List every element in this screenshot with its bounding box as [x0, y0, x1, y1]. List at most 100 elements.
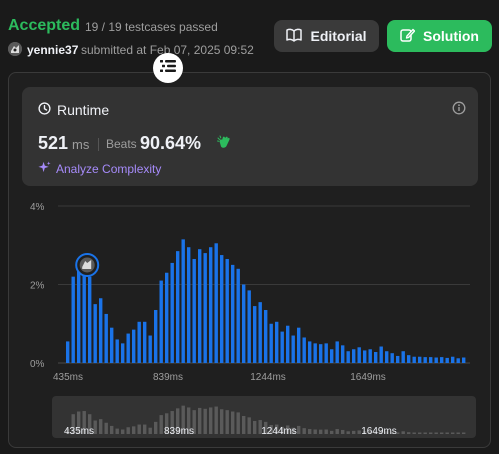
distribution-bar[interactable] [335, 341, 339, 363]
overview-bar [341, 429, 345, 434]
distribution-bar[interactable] [110, 327, 114, 363]
clap-icon [216, 134, 232, 155]
distribution-bar[interactable] [390, 353, 394, 363]
distribution-bar[interactable] [385, 351, 389, 363]
overview-bar [77, 411, 81, 434]
distribution-bar[interactable] [148, 335, 152, 363]
overview-bar [104, 422, 108, 434]
distribution-bar[interactable] [187, 247, 191, 363]
distribution-bar[interactable] [220, 255, 224, 363]
distribution-bar[interactable] [357, 347, 361, 363]
distribution-bar[interactable] [269, 323, 273, 363]
distribution-bar[interactable] [214, 243, 218, 363]
avatar[interactable] [8, 42, 22, 56]
overview-bar [352, 430, 356, 434]
distribution-bar[interactable] [324, 343, 328, 363]
distribution-bar[interactable] [115, 339, 119, 363]
solution-label: Solution [423, 28, 479, 44]
distribution-bar[interactable] [159, 280, 163, 363]
distribution-bar[interactable] [445, 357, 449, 363]
distribution-bar[interactable] [423, 357, 427, 363]
overview-bar [324, 429, 328, 434]
distribution-bar[interactable] [82, 262, 86, 363]
overview-bar [126, 427, 130, 434]
overview-bar [253, 420, 257, 434]
distribution-bar[interactable] [137, 321, 141, 363]
overview-bar [187, 407, 191, 434]
distribution-bar[interactable] [462, 357, 466, 363]
distribution-bar[interactable] [341, 345, 345, 363]
distribution-bar[interactable] [104, 313, 108, 363]
distribution-bar[interactable] [225, 258, 229, 363]
distribution-bar[interactable] [302, 337, 306, 363]
runtime-card[interactable]: Runtime 521 ms Beats 90.64% [22, 87, 478, 186]
distribution-bar[interactable] [203, 253, 207, 363]
distribution-bar[interactable] [99, 298, 103, 363]
info-icon[interactable] [452, 101, 466, 120]
distribution-bar[interactable] [346, 351, 350, 363]
range-overview[interactable] [52, 396, 476, 438]
distribution-bar[interactable] [132, 329, 136, 363]
distribution-bar[interactable] [451, 356, 455, 363]
overview-bar [434, 432, 438, 434]
distribution-bar[interactable] [154, 310, 158, 363]
distribution-bar[interactable] [121, 343, 125, 363]
distribution-bar[interactable] [198, 249, 202, 363]
distribution-bar[interactable] [165, 272, 169, 363]
distribution-bar[interactable] [407, 355, 411, 363]
distribution-bar[interactable] [363, 350, 367, 363]
distribution-bar[interactable] [429, 357, 433, 363]
distribution-bar[interactable] [456, 358, 460, 363]
distribution-bar[interactable] [434, 357, 438, 363]
distribution-bar[interactable] [379, 346, 383, 363]
overview-tick-label: 435ms [64, 426, 94, 437]
distribution-bar[interactable] [291, 335, 295, 363]
distribution-bar[interactable] [192, 258, 196, 363]
distribution-bar[interactable] [71, 276, 75, 363]
distribution-bar[interactable] [330, 349, 334, 363]
distribution-bar[interactable] [77, 264, 81, 363]
distribution-bar[interactable] [66, 341, 70, 363]
distribution-bar[interactable] [275, 321, 279, 363]
distribution-bar[interactable] [258, 302, 262, 363]
overview-bar [357, 430, 361, 434]
distribution-bar[interactable] [286, 325, 290, 363]
distribution-bar[interactable] [126, 333, 130, 363]
solution-button[interactable]: Solution [387, 20, 492, 52]
distribution-bar[interactable] [181, 239, 185, 363]
distribution-bar[interactable] [264, 310, 268, 363]
outline-toggle-button[interactable] [153, 53, 183, 83]
distribution-bar[interactable] [231, 264, 235, 363]
distribution-bar[interactable] [170, 262, 174, 363]
distribution-bar[interactable] [247, 290, 251, 363]
distribution-bar[interactable] [93, 304, 97, 363]
distribution-bar[interactable] [88, 276, 92, 363]
overview-bar [110, 425, 114, 434]
distribution-bar[interactable] [396, 355, 400, 363]
distribution-bar[interactable] [176, 251, 180, 363]
distribution-bar[interactable] [308, 341, 312, 363]
distribution-bar[interactable] [368, 349, 372, 363]
distribution-bar[interactable] [352, 349, 356, 363]
distribution-bar[interactable] [440, 357, 444, 363]
distribution-bar[interactable] [280, 331, 284, 363]
overview-bar [247, 417, 251, 434]
username-link[interactable]: yennie37 [27, 43, 79, 57]
distribution-bar[interactable] [374, 352, 378, 363]
overview-bar [462, 432, 466, 434]
distribution-bar[interactable] [143, 321, 147, 363]
distribution-bar[interactable] [209, 247, 213, 363]
distribution-bar[interactable] [297, 327, 301, 363]
distribution-bar[interactable] [412, 356, 416, 363]
analyze-complexity-link[interactable]: Analyze Complexity [38, 161, 161, 177]
distribution-bar[interactable] [319, 344, 323, 363]
distribution-bar[interactable] [401, 351, 405, 363]
distribution-bar[interactable] [253, 306, 257, 363]
distribution-bar[interactable] [236, 268, 240, 363]
overview-bar [269, 425, 273, 434]
distribution-bar[interactable] [313, 343, 317, 363]
editorial-button[interactable]: Editorial [274, 20, 379, 52]
distribution-bar[interactable] [242, 284, 246, 364]
overview-bar [346, 431, 350, 434]
distribution-bar[interactable] [418, 356, 422, 363]
